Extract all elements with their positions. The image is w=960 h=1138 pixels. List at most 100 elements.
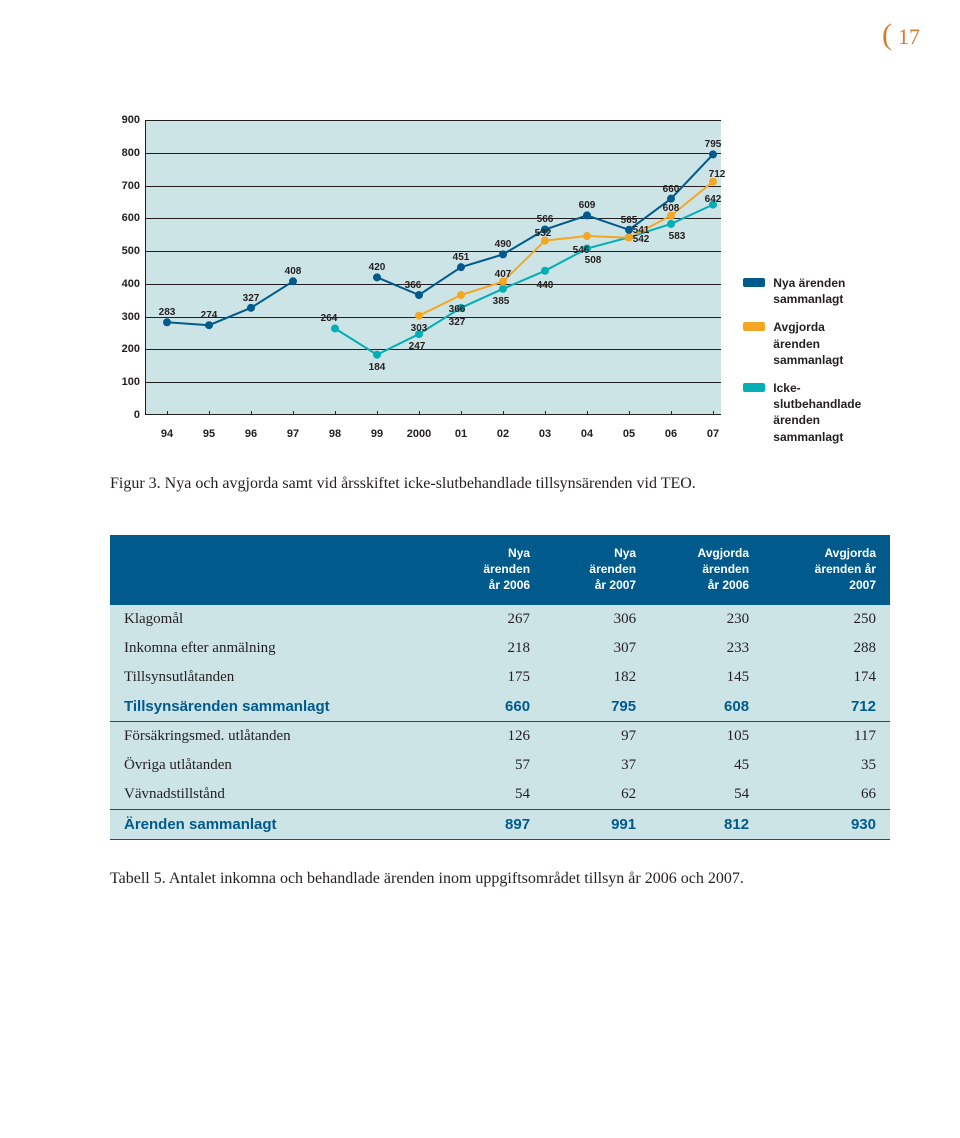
table-cell: 660 (438, 692, 544, 722)
table-cell: Inkomna efter anmälning (110, 634, 438, 663)
table-cell: 812 (650, 810, 763, 840)
line-chart: 0100200300400500600700800900949596979899… (110, 120, 721, 440)
figure-caption: Figur 3. Nya och avgjorda samt vid årssk… (110, 475, 890, 493)
chart-x-label: 06 (665, 428, 677, 440)
table-row: Tillsynsärenden sammanlagt660795608712 (110, 692, 890, 722)
chart-x-label: 03 (539, 428, 551, 440)
page-number-value: 17 (898, 24, 920, 49)
chart-y-label: 200 (110, 343, 140, 355)
legend-swatch (743, 278, 765, 287)
table-row: Klagomål267306230250 (110, 605, 890, 634)
page: (17 010020030040050060070080090094959697… (0, 0, 960, 951)
table-cell: 145 (650, 663, 763, 692)
table-row: Ärenden sammanlagt897991812930 (110, 810, 890, 840)
table-cell: 288 (763, 634, 890, 663)
table-cell: 182 (544, 663, 650, 692)
table-cell: 991 (544, 810, 650, 840)
table-cell: 218 (438, 634, 544, 663)
chart-row: 0100200300400500600700800900949596979899… (110, 120, 890, 457)
legend-item: Avgjorda ärenden sammanlagt (743, 319, 890, 368)
legend-label: Nya ärenden sammanlagt (773, 275, 845, 307)
chart-x-label: 95 (203, 428, 215, 440)
chart-x-label: 05 (623, 428, 635, 440)
table-cell: 307 (544, 634, 650, 663)
table-header-cell: Avgjorda ärenden år 2007 (763, 535, 890, 606)
table-row: Vävnadstillstånd54625466 (110, 780, 890, 810)
table-cell: 62 (544, 780, 650, 810)
table-cell: 175 (438, 663, 544, 692)
table-cell: 35 (763, 751, 890, 780)
table-cell: 54 (438, 780, 544, 810)
chart-y-label: 400 (110, 278, 140, 290)
table-cell: 54 (650, 780, 763, 810)
table-cell: 712 (763, 692, 890, 722)
table-cell: 608 (650, 692, 763, 722)
page-number: (17 (882, 18, 920, 52)
figure-3: 0100200300400500600700800900949596979899… (110, 120, 890, 493)
legend-label: Icke- slutbehandlade ärenden sammanlagt (773, 380, 861, 445)
table-cell: Övriga utlåtanden (110, 751, 438, 780)
chart-y-label: 500 (110, 245, 140, 257)
table-cell: 37 (544, 751, 650, 780)
chart-x-label: 2000 (407, 428, 431, 440)
table-5: Nya ärenden år 2006Nya ärenden år 2007Av… (110, 535, 890, 891)
chart-x-label: 01 (455, 428, 467, 440)
table-row: Försäkringsmed. utlåtanden12697105117 (110, 722, 890, 752)
table-cell: 57 (438, 751, 544, 780)
table-head: Nya ärenden år 2006Nya ärenden år 2007Av… (110, 535, 890, 606)
chart-y-label: 0 (110, 409, 140, 421)
legend-swatch (743, 322, 765, 331)
table-cell: 45 (650, 751, 763, 780)
table-row: Tillsynsutlåtanden175182145174 (110, 663, 890, 692)
table-cell: Ärenden sammanlagt (110, 810, 438, 840)
chart-svg (145, 120, 735, 415)
table-cell: 230 (650, 605, 763, 634)
chart-legend: Nya ärenden sammanlagt Avgjorda ärenden s… (743, 120, 890, 457)
chart-x-label: 98 (329, 428, 341, 440)
table-cell: 233 (650, 634, 763, 663)
table-cell: Klagomål (110, 605, 438, 634)
table-cell: 126 (438, 722, 544, 752)
chart-x-label: 96 (245, 428, 257, 440)
table-row: Övriga utlåtanden57374535 (110, 751, 890, 780)
table-cell: 267 (438, 605, 544, 634)
legend-swatch (743, 383, 765, 392)
table-cell: 97 (544, 722, 650, 752)
chart-x-label: 07 (707, 428, 719, 440)
chart-y-label: 600 (110, 212, 140, 224)
table-cell: Tillsynsärenden sammanlagt (110, 692, 438, 722)
table-cell: 250 (763, 605, 890, 634)
table-body: Klagomål267306230250Inkomna efter anmäln… (110, 605, 890, 840)
table-cell: 105 (650, 722, 763, 752)
chart-x-label: 02 (497, 428, 509, 440)
chart-x-label: 94 (161, 428, 173, 440)
table-header-cell: Avgjorda ärenden år 2006 (650, 535, 763, 606)
table-cell: 795 (544, 692, 650, 722)
chart-x-label: 97 (287, 428, 299, 440)
table-cell: 306 (544, 605, 650, 634)
table-header-cell: Nya ärenden år 2007 (544, 535, 650, 606)
table-cell: 930 (763, 810, 890, 840)
table-cell: 897 (438, 810, 544, 840)
legend-item: Nya ärenden sammanlagt (743, 275, 890, 307)
chart-y-label: 300 (110, 311, 140, 323)
table-cell: Vävnadstillstånd (110, 780, 438, 810)
table-row: Inkomna efter anmälning218307233288 (110, 634, 890, 663)
chart-y-label: 900 (110, 114, 140, 126)
data-table: Nya ärenden år 2006Nya ärenden år 2007Av… (110, 535, 890, 841)
table-header-cell (110, 535, 438, 606)
page-number-paren: ( (882, 18, 892, 51)
chart-y-label: 700 (110, 180, 140, 192)
table-cell: 117 (763, 722, 890, 752)
chart-x-label: 04 (581, 428, 593, 440)
table-cell: 174 (763, 663, 890, 692)
chart-x-label: 99 (371, 428, 383, 440)
table-cell: 66 (763, 780, 890, 810)
legend-item: Icke- slutbehandlade ärenden sammanlagt (743, 380, 890, 445)
table-caption: Tabell 5. Antalet inkomna och behandlade… (110, 868, 890, 890)
legend-label: Avgjorda ärenden sammanlagt (773, 319, 843, 368)
table-cell: Försäkringsmed. utlåtanden (110, 722, 438, 752)
table-header-row: Nya ärenden år 2006Nya ärenden år 2007Av… (110, 535, 890, 606)
chart-y-label: 800 (110, 147, 140, 159)
table-cell: Tillsynsutlåtanden (110, 663, 438, 692)
